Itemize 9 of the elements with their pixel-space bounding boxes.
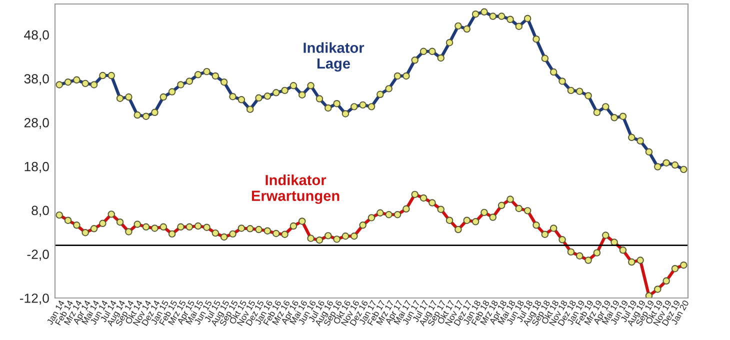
y-tick-label: 38,0 [24,74,49,86]
y-tick-label: 28,0 [24,118,49,129]
y-tick-label: 8,0 [32,206,49,217]
y-tick-label: -2,0 [27,250,49,261]
y-tick-label: 18,0 [24,162,49,173]
series-label: Indikator Erwartungen [252,174,340,204]
y-tick-label: -12,0 [20,294,49,304]
series-label: Indikator Lage [304,42,364,72]
y-tick-label: 48,0 [24,30,49,42]
